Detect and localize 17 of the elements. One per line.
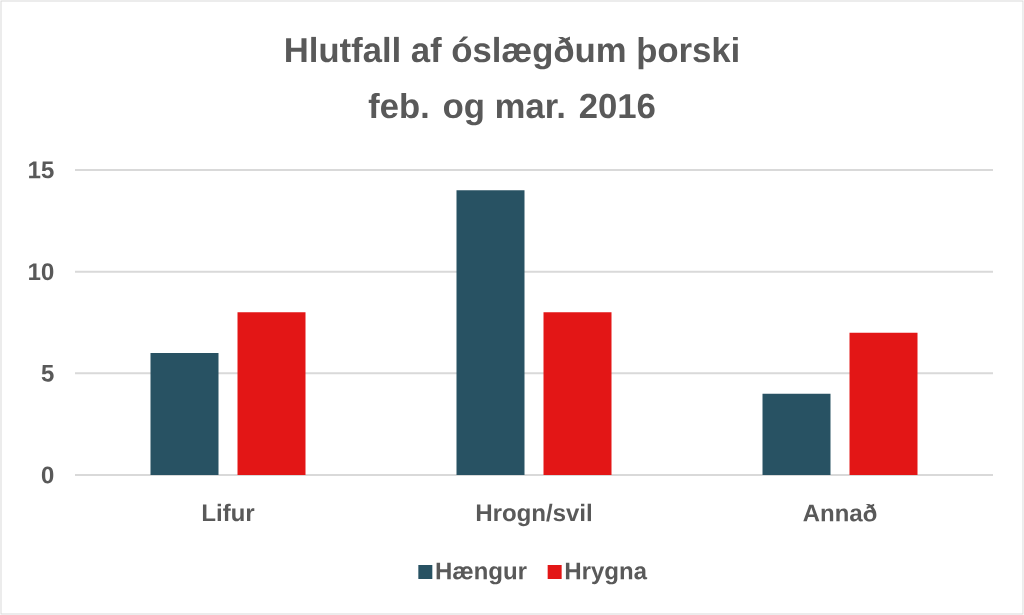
y-tick-label: 15: [29, 161, 54, 179]
chart-subtitle: feb. og mar. 2016: [368, 92, 655, 126]
y-tick-label: 10: [29, 263, 54, 281]
bar: [849, 332, 918, 475]
legend-label: Hængur: [436, 562, 527, 585]
legend-label: Hrygna: [565, 562, 648, 585]
x-tick-label: Lifur: [202, 503, 255, 522]
bar: [456, 190, 525, 475]
x-tick-label: Hrogn/svil: [476, 503, 591, 527]
chart-title: Hlutfall af óslægðum þorski: [286, 36, 738, 70]
bar: [237, 312, 306, 475]
y-tick-label: 5: [41, 364, 54, 382]
bar: [150, 353, 219, 475]
bar: [543, 312, 612, 475]
y-tick-label: 0: [41, 466, 54, 484]
x-tick-label: Annað: [803, 503, 877, 522]
bar: [762, 393, 831, 475]
